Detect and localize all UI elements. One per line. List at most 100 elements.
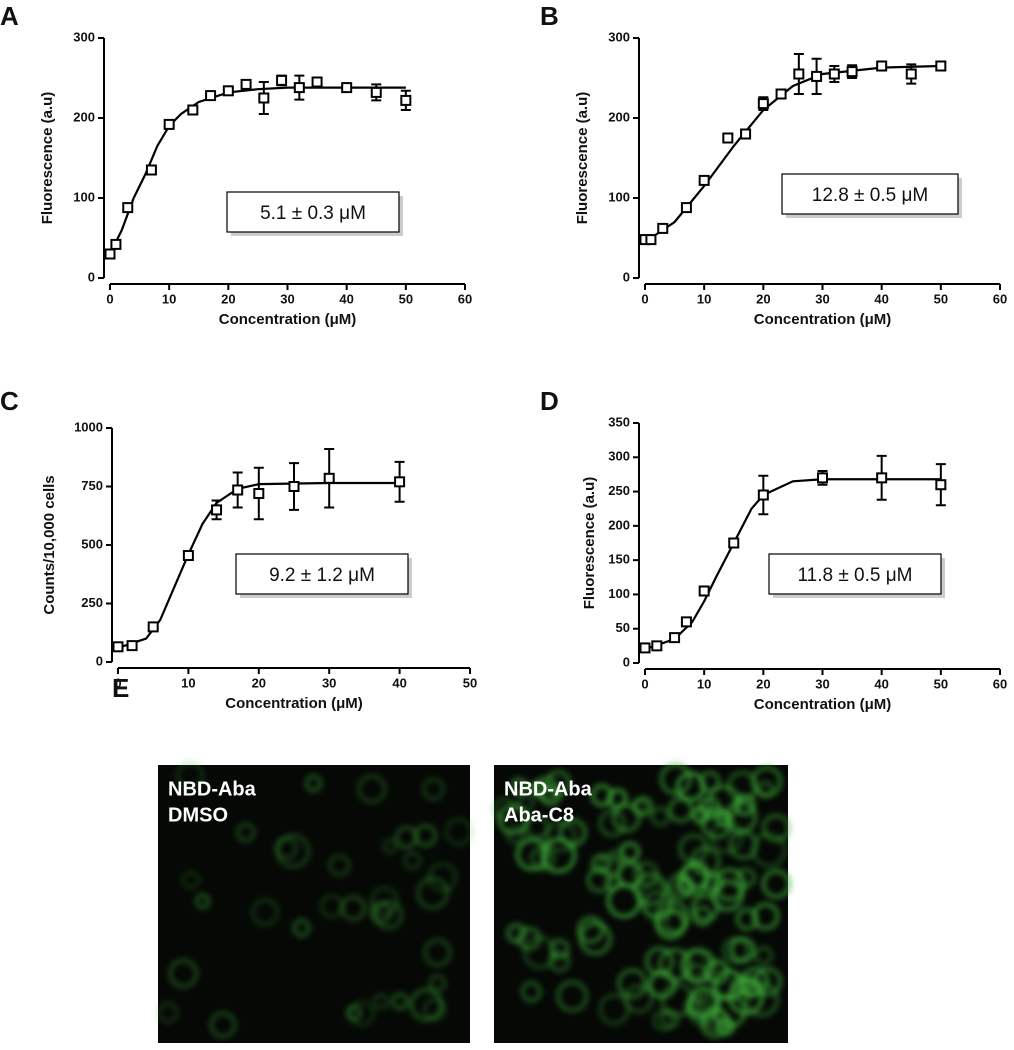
data-point bbox=[811, 70, 823, 82]
data-point bbox=[757, 489, 769, 501]
data-point bbox=[258, 92, 270, 104]
cell bbox=[428, 974, 447, 993]
y-tick-label: 200 bbox=[73, 109, 95, 124]
x-tick-label: 50 bbox=[934, 291, 948, 306]
data-point bbox=[905, 68, 917, 80]
data-point bbox=[817, 472, 828, 484]
cell bbox=[517, 794, 535, 812]
y-tick-label: 150 bbox=[608, 552, 630, 567]
cell bbox=[427, 862, 458, 893]
data-point bbox=[639, 642, 651, 654]
cell bbox=[274, 836, 299, 860]
cell bbox=[544, 820, 577, 853]
x-tick-label: 50 bbox=[463, 675, 477, 690]
cell bbox=[751, 832, 787, 868]
annotation: 11.8 ± 0.5 μM bbox=[797, 565, 912, 586]
y-axis-title: Counts/10,000 cells bbox=[41, 475, 58, 614]
cell bbox=[667, 796, 694, 823]
annotation: 9.2 ± 1.2 μM bbox=[269, 565, 375, 586]
data-point bbox=[680, 616, 692, 628]
cells bbox=[157, 761, 474, 1039]
data-point bbox=[722, 132, 734, 144]
cell bbox=[423, 938, 453, 968]
annotation: 12.8 ± 0.5 μM bbox=[812, 185, 928, 206]
data-point bbox=[293, 82, 305, 94]
data-point bbox=[400, 94, 412, 106]
data-point bbox=[222, 85, 234, 97]
cell bbox=[691, 893, 720, 922]
cell bbox=[598, 993, 631, 1026]
micrograph: NBD-Aba DMSO bbox=[157, 761, 474, 1043]
cell bbox=[664, 909, 690, 934]
cell bbox=[515, 837, 549, 871]
annotation-box bbox=[781, 173, 959, 215]
data-point bbox=[126, 640, 138, 652]
cell bbox=[678, 833, 709, 864]
panel-label: D bbox=[540, 386, 559, 416]
cell bbox=[751, 902, 780, 931]
image-label: NBD-Aba bbox=[168, 778, 257, 800]
y-axis-title: Fluorescence (a.u) bbox=[581, 477, 598, 610]
y-tick-label: 500 bbox=[81, 536, 103, 551]
fit-curve bbox=[109, 86, 406, 255]
x-tick-label: 20 bbox=[221, 291, 235, 306]
data-point bbox=[669, 632, 681, 644]
x-tick-label: 10 bbox=[181, 675, 195, 690]
cell bbox=[724, 800, 758, 834]
cell bbox=[328, 854, 351, 877]
panel-label: C bbox=[0, 386, 19, 416]
data-point bbox=[651, 640, 663, 652]
data-point bbox=[698, 585, 710, 597]
cell bbox=[168, 958, 199, 989]
data-point bbox=[240, 78, 252, 90]
x-tick-label: 40 bbox=[874, 676, 888, 691]
cell bbox=[444, 817, 474, 847]
cell bbox=[497, 804, 529, 836]
data-point bbox=[645, 234, 657, 246]
cell bbox=[726, 770, 758, 803]
cell bbox=[654, 908, 687, 940]
data-point bbox=[698, 174, 710, 186]
cell bbox=[382, 837, 399, 855]
cell bbox=[250, 898, 280, 927]
cell bbox=[373, 900, 404, 930]
cell bbox=[634, 872, 668, 907]
cell bbox=[540, 837, 577, 874]
x-tick-label: 50 bbox=[399, 291, 413, 306]
cell bbox=[356, 774, 387, 804]
data-point bbox=[163, 118, 175, 130]
cell bbox=[292, 918, 311, 938]
annotation: 5.1 ± 0.3 μM bbox=[260, 203, 366, 224]
cell bbox=[194, 893, 211, 910]
cell bbox=[712, 867, 747, 902]
data-point bbox=[394, 476, 406, 488]
x-axis-title: Concentration (μM) bbox=[754, 696, 892, 713]
data-point bbox=[657, 222, 669, 234]
data-point bbox=[370, 86, 382, 98]
chart-panel: A 0 100 200 300 0 10 20 30 40 50 60 Concentration (μ… bbox=[0, 1, 472, 328]
y-tick-label: 250 bbox=[608, 483, 630, 498]
chart-panel: C 0 250 500 750 1000 0 10 20 30 40 50 Concentration … bbox=[0, 386, 477, 712]
y-axis-title: Fluorescence (a.u) bbox=[39, 92, 56, 225]
data-point bbox=[846, 66, 858, 78]
x-tick-label: 60 bbox=[993, 676, 1007, 691]
panel-label: A bbox=[0, 1, 19, 31]
cell bbox=[753, 945, 774, 966]
x-tick-label: 30 bbox=[280, 291, 294, 306]
cell bbox=[650, 806, 671, 827]
data-point bbox=[253, 488, 265, 500]
x-tick-label: 40 bbox=[392, 675, 406, 690]
y-tick-label: 200 bbox=[608, 517, 630, 532]
x-tick-label: 40 bbox=[339, 291, 353, 306]
cell bbox=[520, 981, 543, 1003]
cell bbox=[390, 992, 410, 1011]
cell bbox=[545, 769, 572, 796]
x-tick-label: 30 bbox=[322, 675, 336, 690]
cell bbox=[652, 1009, 675, 1032]
image-label: DMSO bbox=[168, 804, 228, 826]
cell bbox=[157, 1001, 179, 1024]
cell bbox=[181, 870, 201, 890]
x-axis-title: Concentration (μM) bbox=[219, 311, 357, 328]
cell bbox=[756, 780, 775, 799]
y-tick-label: 300 bbox=[73, 29, 95, 44]
